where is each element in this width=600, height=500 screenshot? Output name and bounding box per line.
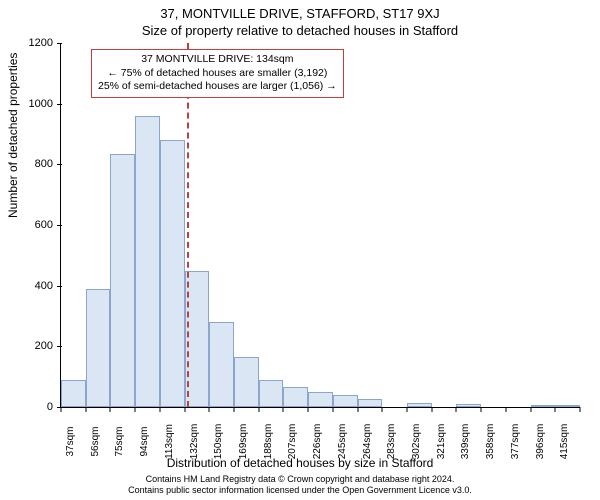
x-tick: 94sqm bbox=[135, 426, 150, 456]
histogram-bar bbox=[61, 380, 86, 407]
x-tick-mark bbox=[110, 407, 111, 412]
x-tick-mark bbox=[283, 407, 284, 412]
x-tick: 37sqm bbox=[61, 426, 76, 456]
x-tick: 132sqm bbox=[185, 424, 200, 460]
info-box: 37 MONTVILLE DRIVE: 134sqm← 75% of detac… bbox=[91, 49, 344, 98]
x-tick-mark bbox=[61, 407, 62, 412]
y-tick: 400 bbox=[35, 280, 61, 292]
x-tick-mark bbox=[555, 407, 556, 412]
chart-footer: Contains HM Land Registry data © Crown c… bbox=[0, 474, 600, 496]
histogram-bar bbox=[259, 380, 284, 407]
histogram-bar bbox=[283, 387, 308, 407]
y-tick: 1200 bbox=[29, 37, 61, 49]
footer-line1: Contains HM Land Registry data © Crown c… bbox=[0, 474, 600, 485]
plot-area: 02004006008001000120037sqm56sqm75sqm94sq… bbox=[60, 43, 580, 408]
x-tick-mark bbox=[258, 407, 259, 412]
x-tick: 56sqm bbox=[86, 426, 101, 456]
x-tick: 302sqm bbox=[407, 424, 422, 460]
x-tick-mark bbox=[382, 407, 383, 412]
footer-line2: Contains public sector information licen… bbox=[0, 485, 600, 496]
histogram-bar bbox=[209, 322, 234, 407]
x-tick: 396sqm bbox=[531, 424, 546, 460]
x-tick: 264sqm bbox=[358, 424, 373, 460]
chart-container: 37, MONTVILLE DRIVE, STAFFORD, ST17 9XJ … bbox=[0, 0, 600, 500]
x-tick-mark bbox=[431, 407, 432, 412]
histogram-bar bbox=[358, 399, 383, 407]
x-tick: 169sqm bbox=[234, 424, 249, 460]
x-tick: 283sqm bbox=[382, 424, 397, 460]
x-tick-mark bbox=[209, 407, 210, 412]
y-tick: 0 bbox=[47, 401, 61, 413]
chart-title-line2: Size of property relative to detached ho… bbox=[0, 21, 600, 38]
x-tick-mark bbox=[530, 407, 531, 412]
histogram-bar bbox=[333, 395, 358, 407]
x-tick-mark bbox=[357, 407, 358, 412]
x-tick: 339sqm bbox=[456, 424, 471, 460]
x-tick-mark bbox=[184, 407, 185, 412]
histogram-bar bbox=[531, 405, 556, 407]
histogram-bar bbox=[160, 140, 185, 407]
x-tick-mark bbox=[85, 407, 86, 412]
histogram-bar bbox=[135, 116, 160, 407]
x-tick-mark bbox=[135, 407, 136, 412]
x-tick-mark bbox=[159, 407, 160, 412]
x-tick: 113sqm bbox=[160, 424, 175, 459]
y-axis-label: Number of detached properties bbox=[6, 53, 20, 218]
x-tick-mark bbox=[234, 407, 235, 412]
x-tick: 245sqm bbox=[333, 424, 348, 460]
x-tick: 415sqm bbox=[555, 424, 570, 460]
chart-title-line1: 37, MONTVILLE DRIVE, STAFFORD, ST17 9XJ bbox=[0, 0, 600, 21]
x-tick-mark bbox=[505, 407, 506, 412]
x-tick-mark bbox=[308, 407, 309, 412]
info-line3: 25% of semi-detached houses are larger (… bbox=[98, 80, 337, 94]
x-tick-mark bbox=[481, 407, 482, 412]
x-tick: 358sqm bbox=[481, 424, 496, 460]
y-tick: 600 bbox=[35, 219, 61, 231]
x-tick: 207sqm bbox=[283, 424, 298, 460]
x-axis-label: Distribution of detached houses by size … bbox=[0, 456, 600, 470]
histogram-bar bbox=[555, 405, 580, 407]
histogram-bar bbox=[86, 289, 111, 407]
x-tick-mark bbox=[580, 407, 581, 412]
y-tick: 800 bbox=[35, 158, 61, 170]
histogram-bar bbox=[234, 357, 259, 407]
x-tick-mark bbox=[332, 407, 333, 412]
histogram-bar bbox=[407, 403, 432, 407]
x-tick-mark bbox=[407, 407, 408, 412]
y-tick: 1000 bbox=[29, 98, 61, 110]
x-tick: 226sqm bbox=[308, 424, 323, 460]
x-tick: 321sqm bbox=[432, 424, 447, 460]
y-tick: 200 bbox=[35, 340, 61, 352]
info-line1: 37 MONTVILLE DRIVE: 134sqm bbox=[98, 53, 337, 67]
histogram-bar bbox=[456, 404, 481, 407]
x-tick: 188sqm bbox=[259, 424, 274, 460]
histogram-bar bbox=[308, 392, 333, 407]
x-tick: 75sqm bbox=[110, 426, 125, 456]
x-tick-mark bbox=[456, 407, 457, 412]
info-line2: ← 75% of detached houses are smaller (3,… bbox=[98, 67, 337, 81]
histogram-bar bbox=[110, 154, 135, 407]
x-tick: 377sqm bbox=[506, 424, 521, 460]
x-tick: 150sqm bbox=[209, 424, 224, 460]
